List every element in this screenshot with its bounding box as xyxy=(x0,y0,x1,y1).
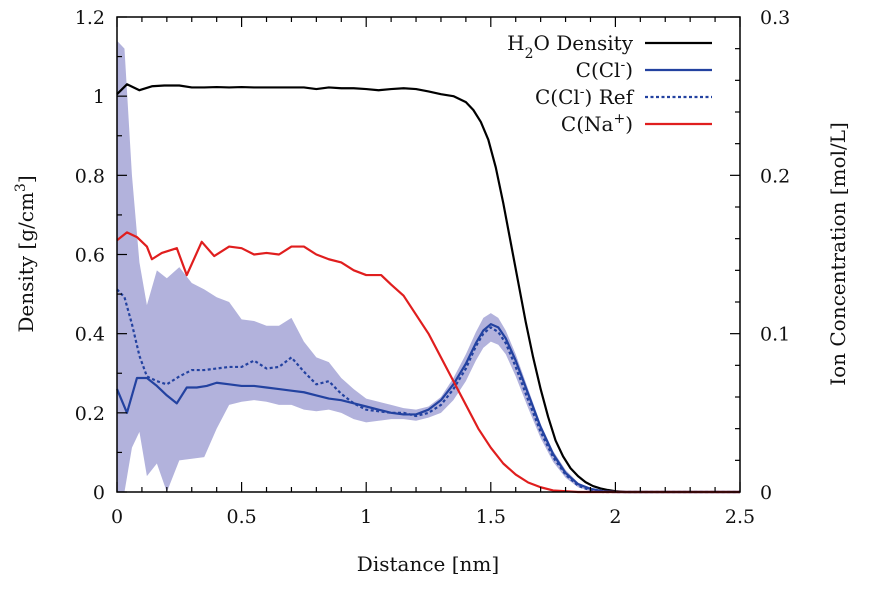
y-left-tick-label: 1.2 xyxy=(75,7,105,29)
legend-label-part: C(Cl xyxy=(535,85,580,109)
x-tick-label: 0.5 xyxy=(226,506,256,528)
legend-label-part: 2 xyxy=(525,46,534,62)
x-tick-label: 1 xyxy=(360,506,372,528)
y-axis-left-title: Density [g/cm3] xyxy=(13,175,38,332)
legend-label-clref: C(Cl-) Ref xyxy=(535,84,635,109)
y-left-tick-label: 1 xyxy=(93,86,105,108)
y-axis-right-title: Ion Concentration [mol/L] xyxy=(826,122,850,386)
y-right-tick-label: 0.2 xyxy=(760,165,790,187)
y-left-tick-label: 0.4 xyxy=(75,324,105,346)
legend-label-part: C(Na xyxy=(561,112,614,136)
legend-label-part: ) xyxy=(625,58,633,82)
legend-label-part: H xyxy=(507,31,524,55)
legend-label-part: ) Ref xyxy=(585,85,635,109)
legend-label-part: O Density xyxy=(533,31,633,55)
x-tick-label: 2.5 xyxy=(725,506,755,528)
y-right-tick-label: 0.1 xyxy=(760,324,790,346)
legend-label-part: ) xyxy=(625,112,633,136)
y-axis-left-title-main: Density [g/cm xyxy=(14,192,38,333)
legend-label-part: C(Cl xyxy=(576,58,621,82)
y-axis-left-title-end: ] xyxy=(14,175,38,183)
x-tick-label: 2 xyxy=(609,506,621,528)
y-left-tick-label: 0.2 xyxy=(75,403,105,425)
y-left-tick-label: 0.8 xyxy=(75,165,105,187)
y-axis-left-title-sup: 3 xyxy=(13,183,29,192)
legend-label-part: + xyxy=(613,111,625,127)
y-right-tick-label: 0 xyxy=(760,482,772,504)
x-tick-label: 1.5 xyxy=(476,506,506,528)
y-left-tick-label: 0.6 xyxy=(75,245,105,267)
chart: 0 0.5 1 1.5 2 2.500.20.40.60.811.200.10.20.3 … xyxy=(0,0,877,589)
legend-label-cl: C(Cl-) xyxy=(576,57,633,82)
x-tick-label: 0 xyxy=(111,506,123,528)
x-axis-title: Distance [nm] xyxy=(357,552,499,576)
y-right-tick-label: 0.3 xyxy=(760,7,790,29)
y-left-tick-label: 0 xyxy=(93,482,105,504)
